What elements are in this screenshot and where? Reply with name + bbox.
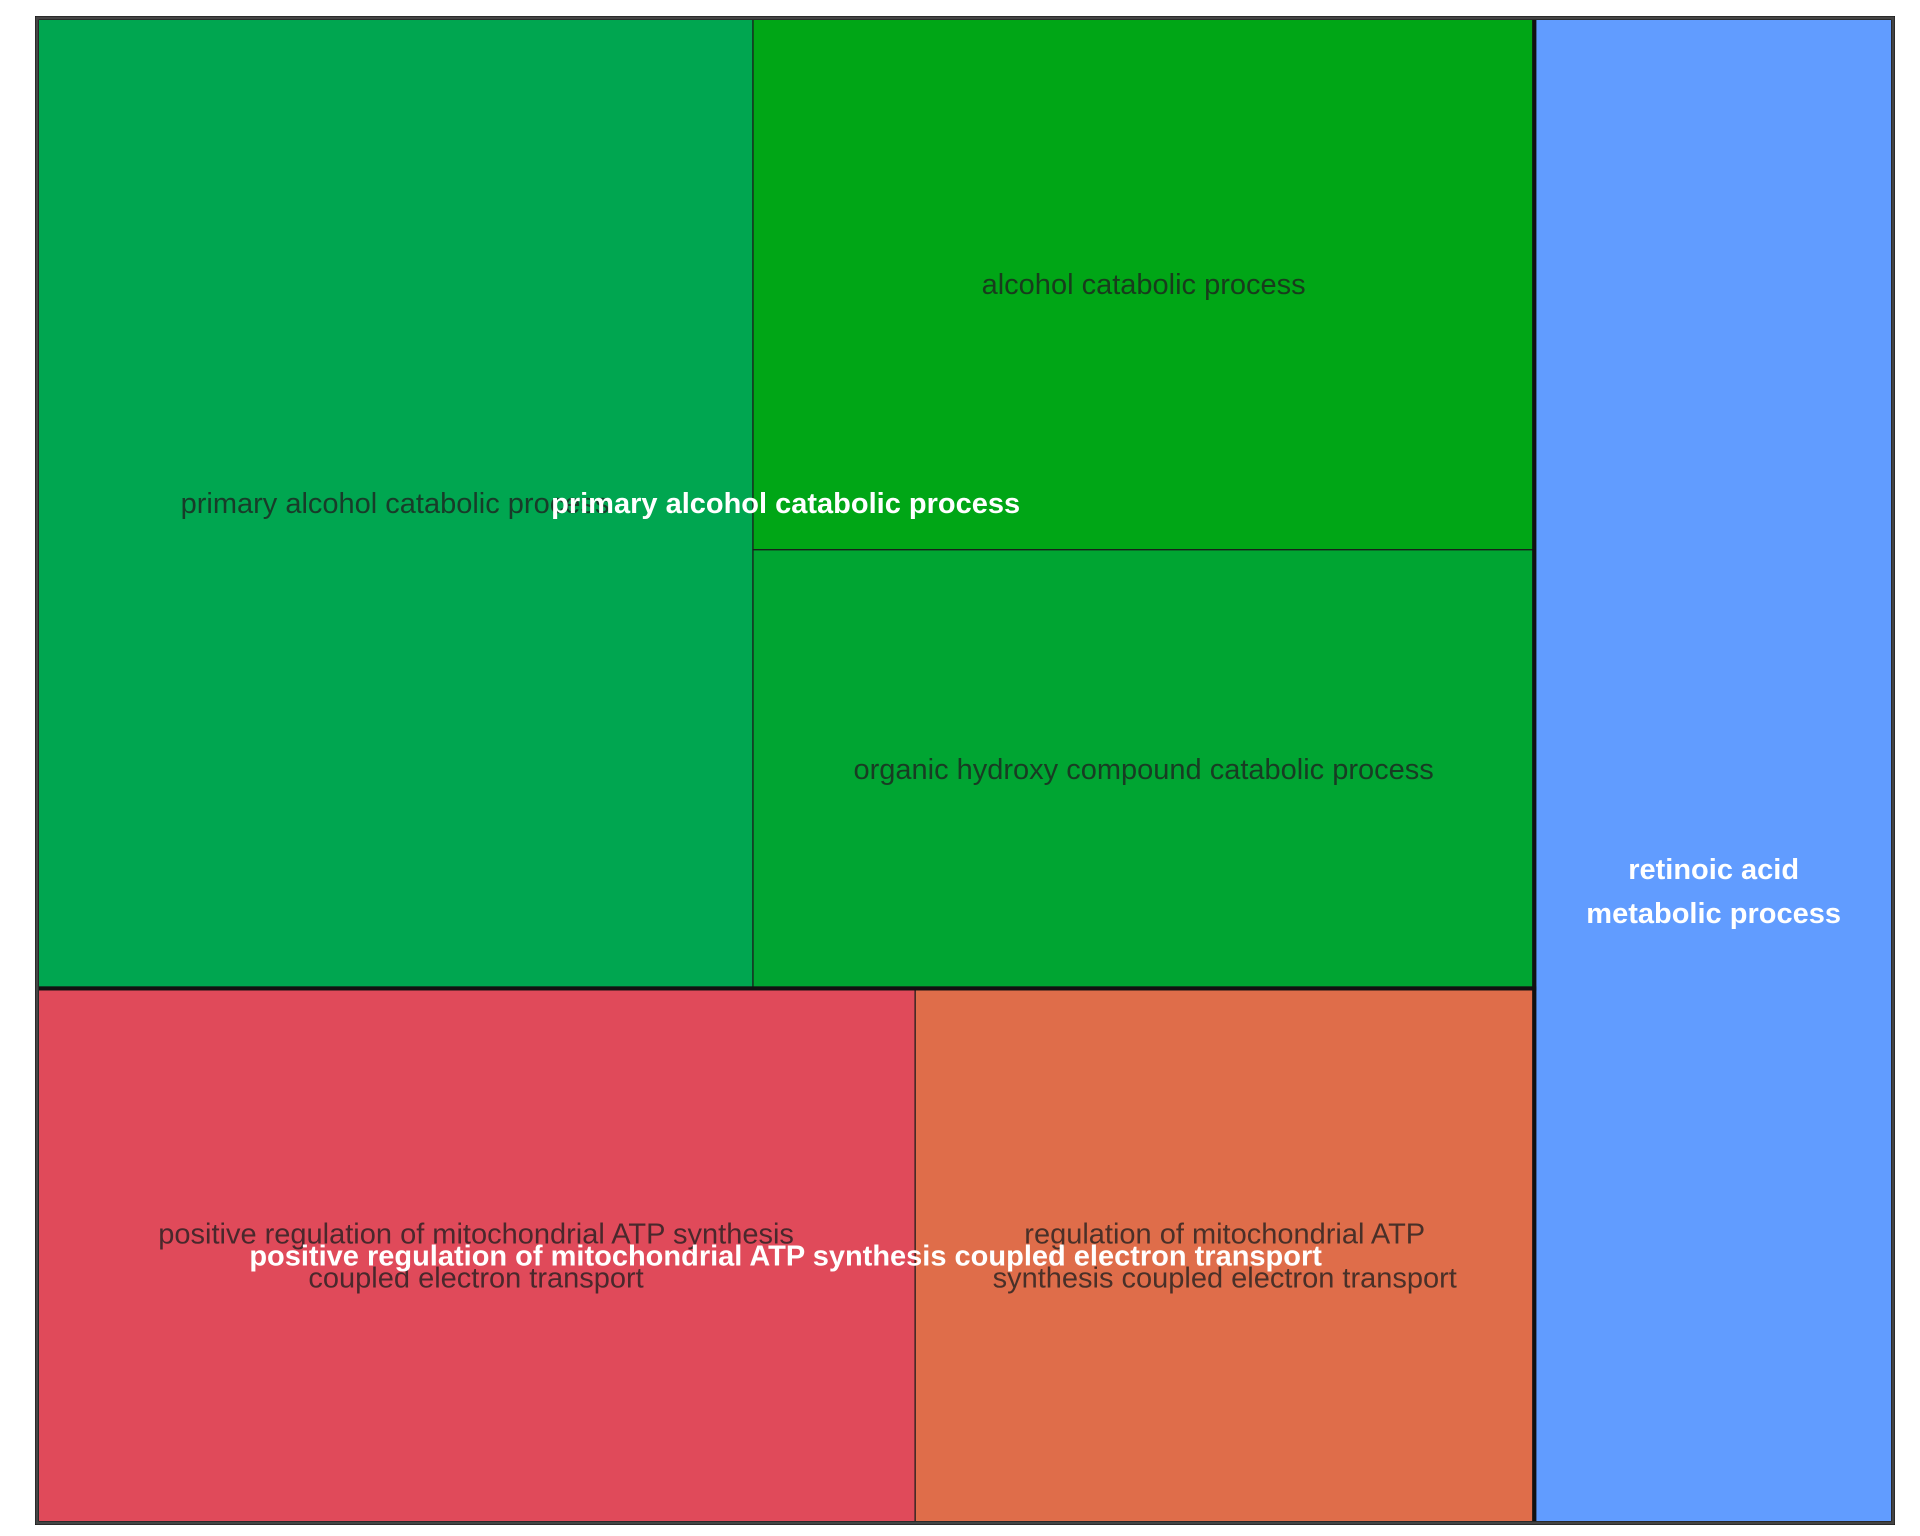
- tile-label-1-0: positive regulation of mitochondrial ATP…: [158, 1219, 794, 1295]
- tile-label-0-2: organic hydroxy compound catabolic proce…: [853, 754, 1433, 786]
- tile-2-0: [1533, 17, 1894, 1524]
- tile-label-0-0: primary alcohol catabolic process: [181, 488, 610, 520]
- tile-label-1-1: regulation of mitochondrial ATP synthesis…: [993, 1219, 1457, 1295]
- treemap-frame: [35, 16, 1895, 1525]
- group-label-1: positive regulation of mitochondrial ATP…: [249, 1241, 1322, 1273]
- tile-1-1: [914, 987, 1535, 1524]
- group-label-2: retinoic acid metabolic process: [1586, 854, 1841, 930]
- tile-0-1: [752, 17, 1535, 551]
- group-label-0: primary alcohol catabolic process: [551, 488, 1020, 520]
- tile-1-0: [36, 987, 916, 1524]
- tile-0-0: [36, 17, 754, 990]
- tile-label-0-1: alcohol catabolic process: [982, 269, 1306, 301]
- tile-0-2: [752, 549, 1535, 990]
